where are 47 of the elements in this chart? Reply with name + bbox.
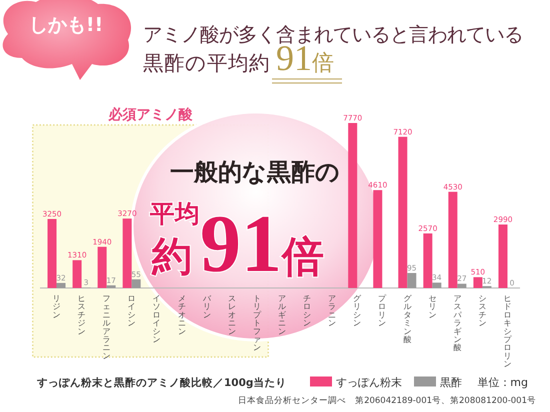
legend-label: 黒酢 [440, 376, 462, 389]
bar [473, 277, 482, 288]
bar [106, 285, 116, 288]
bar [407, 273, 416, 288]
x-tick-label: リジン [52, 294, 61, 320]
x-tick-label: ヒスチジン [78, 294, 86, 336]
x-tick-label: グリシン [353, 294, 362, 328]
annotation: 平均 [149, 199, 200, 228]
x-tick-label: プロリン [378, 294, 388, 328]
bar [448, 192, 458, 288]
bar [457, 284, 466, 288]
annotation: 一般的な黒酢の [170, 157, 340, 186]
bar [373, 190, 382, 288]
bar [423, 233, 432, 288]
annotation: 約 [151, 233, 192, 280]
x-tick-label: アラニン [328, 294, 336, 328]
bar [48, 218, 57, 288]
x-tick-label: チロシン [303, 294, 312, 328]
x-tick-label: アスパラギン酸 [452, 294, 462, 352]
bar [348, 123, 358, 288]
x-tick-label: アルギニン [278, 294, 286, 336]
bar [398, 136, 408, 288]
x-tick-label: バリン [202, 294, 212, 320]
bar [132, 279, 141, 288]
x-tick-label: グルタミン酸 [403, 294, 412, 344]
x-tick-label: スレオニン [228, 294, 236, 336]
x-tick-label: フェニルアラニン [102, 294, 111, 360]
text: しかも!! [28, 14, 104, 36]
category-label: ヒドロキシプロリン [503, 294, 512, 369]
x-tick-label: トリプトファン [252, 294, 262, 352]
bar [432, 282, 442, 288]
text: 日本食品分析センター調べ 第206042189-001号、第208081200-001号 [238, 395, 536, 406]
x-tick-label: セリン [428, 294, 436, 320]
text: 単位：mg [477, 376, 528, 389]
bar [498, 224, 508, 288]
x-tick-label: イソロイシン [152, 294, 161, 344]
bar [98, 246, 107, 288]
x-tick-label: シスチン [478, 294, 486, 328]
x-tick-label: メチオニン [178, 294, 186, 336]
annotation: 91倍 [200, 198, 324, 289]
text: すっぽん粉末と黒酢のアミノ酸比較／100g当たり [36, 376, 286, 389]
bar [56, 282, 66, 288]
bar [72, 260, 82, 288]
bar [122, 218, 132, 288]
legend-label: すっぽん粉末 [336, 376, 402, 389]
band-label: 必須アミノ酸 [107, 106, 194, 123]
x-tick-label: ロイシン [128, 294, 136, 328]
